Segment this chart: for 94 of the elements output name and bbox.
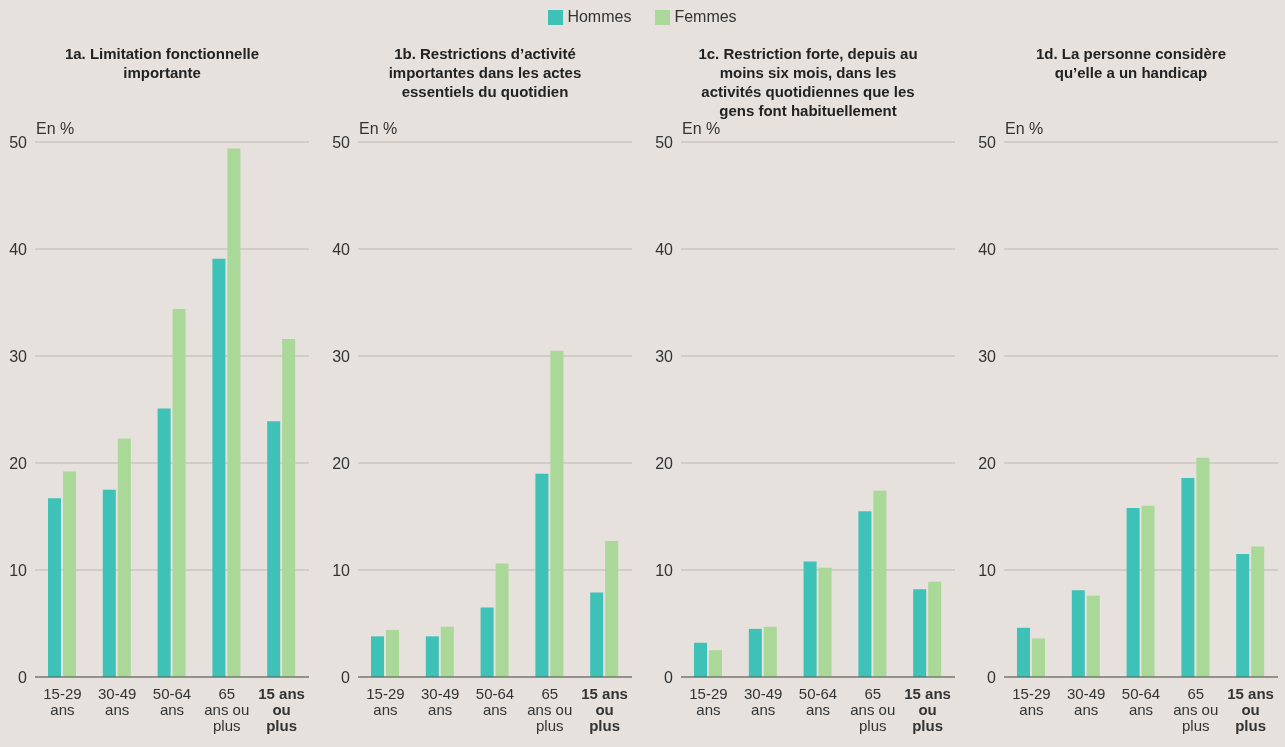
x-tick-label: 15 ans ou plus: [904, 685, 951, 734]
y-tick-label: 10: [9, 561, 28, 579]
x-tick-label: 50-64 ans: [798, 685, 838, 718]
y-tick-label: 0: [18, 668, 28, 686]
x-tick-label: 30-49 ans: [98, 685, 137, 718]
y-tick-label: 50: [9, 133, 28, 151]
chart-title: 1c. Restriction forte, depuis au moins six mois, dans les activités quotidiennes que les gens font habituellement: [697, 44, 919, 120]
bar: [440, 626, 454, 677]
bar: [480, 607, 494, 677]
bar: [227, 148, 241, 677]
x-tick-label: 65 ans ou plus: [527, 685, 573, 734]
bar: [709, 650, 722, 677]
y-axis-title: En %: [36, 120, 75, 138]
x-tick-label: 50-64 ans: [1121, 685, 1161, 718]
x-tick-label: 15-29 ans: [366, 685, 405, 718]
bar: [928, 581, 942, 677]
bar: [748, 628, 762, 677]
bar: [282, 338, 296, 677]
bar: [117, 438, 131, 677]
bar: [535, 473, 549, 677]
bar: [267, 421, 281, 677]
x-tick-label: 30-49 ans: [421, 685, 460, 718]
y-tick-label: 30: [978, 347, 997, 365]
bar: [102, 489, 116, 677]
y-tick-label: 50: [655, 133, 674, 151]
y-axis-title: En %: [359, 120, 398, 138]
bar: [371, 636, 384, 677]
y-tick-label: 40: [978, 240, 997, 258]
x-tick-label: 50-64 ans: [152, 685, 192, 718]
bar: [425, 636, 439, 677]
y-tick-label: 30: [332, 347, 351, 365]
y-tick-label: 10: [332, 561, 351, 579]
bar: [1086, 595, 1100, 677]
chart-title: 1d. La personne considère qu’elle a un handicap: [1034, 44, 1228, 82]
legend-label: Femmes: [673, 8, 737, 26]
bar: [386, 629, 399, 677]
x-tick-label: 15-29 ans: [1012, 685, 1051, 718]
bar: [63, 471, 76, 677]
bar: [1181, 477, 1195, 677]
bar: [605, 541, 619, 677]
chart-title: 1b. Restrictions d’activité importantes dans les actes essentiels du quotidien: [387, 44, 583, 101]
bar: [1017, 627, 1030, 677]
x-tick-label: 65 ans ou plus: [1173, 685, 1219, 734]
chart-title: 1a. Limitation fonctionnelle importante: [63, 44, 261, 82]
bar: [694, 642, 707, 677]
y-tick-label: 50: [332, 133, 351, 151]
x-tick-label: 65 ans ou plus: [204, 685, 250, 734]
x-tick-label: 65 ans ou plus: [850, 685, 896, 734]
y-tick-label: 40: [9, 240, 28, 258]
y-tick-label: 30: [9, 347, 28, 365]
bar: [1071, 590, 1085, 677]
bar: [1126, 507, 1140, 677]
y-tick-label: 20: [978, 454, 997, 472]
y-tick-label: 0: [987, 668, 997, 686]
y-tick-label: 20: [9, 454, 28, 472]
y-tick-label: 20: [655, 454, 674, 472]
x-tick-label: 15 ans ou plus: [581, 685, 628, 734]
x-tick-label: 30-49 ans: [1067, 685, 1106, 718]
bar: [803, 561, 817, 677]
bar: [48, 498, 61, 677]
bar: [1032, 638, 1045, 677]
x-tick-label: 15-29 ans: [689, 685, 728, 718]
bar: [212, 258, 226, 677]
y-tick-label: 10: [978, 561, 997, 579]
bar: [590, 592, 604, 677]
bar: [172, 308, 186, 677]
y-tick-label: 50: [978, 133, 997, 151]
y-tick-label: 20: [332, 454, 351, 472]
bar: [858, 511, 872, 677]
bar: [763, 626, 777, 677]
bar: [550, 350, 564, 677]
bar: [913, 589, 927, 677]
y-tick-label: 0: [664, 668, 674, 686]
x-tick-label: 50-64 ans: [475, 685, 515, 718]
x-tick-label: 15 ans ou plus: [258, 685, 305, 734]
y-tick-label: 30: [655, 347, 674, 365]
x-tick-label: 30-49 ans: [744, 685, 783, 718]
bar: [1196, 457, 1210, 677]
bar: [495, 563, 509, 677]
y-tick-label: 10: [655, 561, 674, 579]
legend-label: Hommes: [566, 8, 632, 26]
bar: [873, 490, 887, 677]
x-tick-label: 15 ans ou plus: [1227, 685, 1274, 734]
bar: [1236, 553, 1250, 677]
bar: [818, 567, 832, 677]
y-axis-title: En %: [682, 120, 721, 138]
x-tick-label: 15-29 ans: [43, 685, 82, 718]
bar: [1141, 505, 1155, 677]
bar: [157, 408, 171, 677]
bar: [1251, 546, 1265, 677]
y-tick-label: 40: [332, 240, 351, 258]
y-tick-label: 40: [655, 240, 674, 258]
y-tick-label: 0: [341, 668, 351, 686]
y-axis-title: En %: [1005, 120, 1044, 138]
